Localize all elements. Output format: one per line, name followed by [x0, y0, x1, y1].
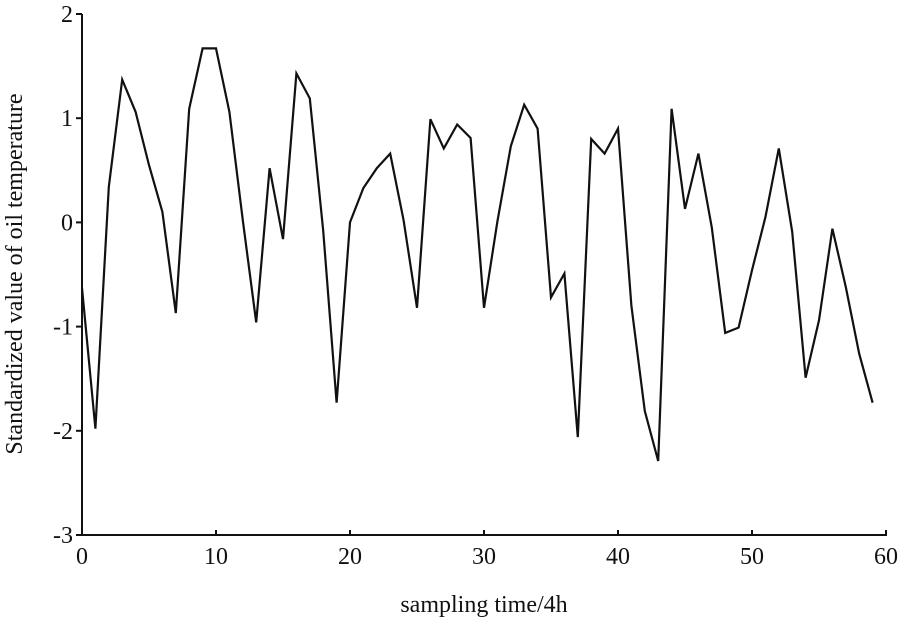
y-axis-title: Standardized value of oil temperature: [2, 93, 28, 454]
y-tick-label: 1: [61, 106, 73, 132]
x-ticks: 0 10 20 30 40 50 60: [76, 530, 898, 570]
x-tick-label: 0: [76, 544, 88, 570]
x-tick-label: 30: [472, 544, 496, 570]
y-tick-label: 0: [61, 210, 73, 236]
y-tick-label: -1: [53, 315, 73, 341]
axes: 210-1-2-3 0 10 20 30 40 50 60: [53, 2, 898, 570]
x-tick-label: 20: [338, 544, 362, 570]
x-tick-label: 60: [874, 544, 898, 570]
y-ticks: 2 1 0 -1 -2 -3: [53, 2, 82, 549]
oil-temperature-line: [80, 47, 874, 462]
x-axis-title: sampling time/4h: [400, 592, 567, 618]
x-tick-label: 50: [740, 544, 764, 570]
y-tick-label: -2: [53, 419, 73, 445]
x-tick-label: 10: [204, 544, 228, 570]
y-tick-label: 2: [61, 2, 73, 28]
y-tick-label: -3: [53, 523, 73, 549]
x-tick-label: 40: [606, 544, 630, 570]
